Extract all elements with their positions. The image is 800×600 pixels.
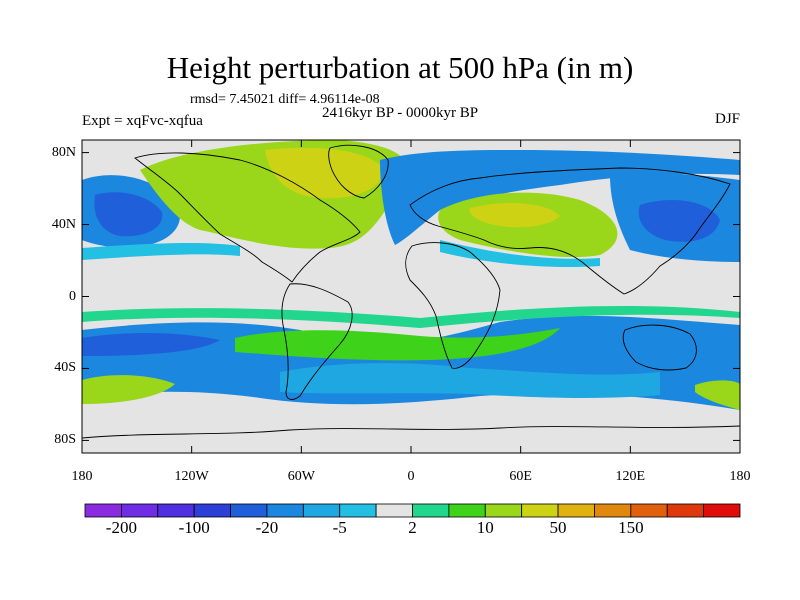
colorbar-swatch [339, 503, 377, 518]
season-label: DJF [714, 111, 740, 127]
south-pacific-blue-patch [82, 333, 220, 356]
lon-tick-label: 120E [615, 469, 646, 484]
colorbar-swatch [412, 503, 450, 518]
north-atlantic-teal-band [440, 240, 600, 268]
eurasia-high-core [469, 202, 560, 228]
colorbar-swatch [703, 503, 741, 518]
axis-tick-marks [81, 140, 741, 453]
south-indian-green-patch [695, 380, 740, 410]
colorbar-tick-label: -100 [178, 518, 210, 537]
africa-coast [405, 242, 501, 369]
colorbar-swatch [521, 503, 559, 518]
north-america-high-core [265, 147, 385, 199]
lon-tick-label: 0 [407, 469, 415, 484]
south-pacific-green-patch [82, 375, 175, 404]
greenland-coast [328, 144, 389, 199]
colorbar-swatch [120, 503, 159, 518]
north-america-coast [134, 152, 361, 283]
colorbar-tick-label: -20 [255, 518, 279, 537]
lat-tick-label: 80S [54, 432, 76, 448]
australia-coast [622, 324, 697, 371]
colorbar-swatch [302, 503, 341, 518]
colorbar-tick-label: -5 [332, 518, 347, 537]
lon-tick-label: 60E [509, 469, 532, 484]
experiment-label: Expt = xqFvc-xqfua [82, 113, 203, 129]
south-atlantic-green-patch [235, 328, 560, 361]
lon-tick-label: 180 [729, 469, 751, 484]
colorbar-tick-label: 10 [476, 518, 494, 537]
colorbar-swatch [666, 503, 705, 518]
colorbar-tick-label: 2 [408, 518, 417, 537]
lon-tick-label: 120W [174, 469, 209, 484]
colorbar-tick-label: 50 [549, 518, 567, 537]
lat-tick-label: 0 [69, 288, 76, 304]
colorbar-swatch [230, 503, 268, 518]
south-teal-band [82, 305, 740, 328]
antarctica-coast [82, 425, 740, 439]
colorbar-tick-label: -200 [105, 518, 137, 537]
colorbar-swatch [84, 503, 122, 518]
colorbar-tick-label: 150 [618, 518, 644, 537]
eurasia-coast [409, 167, 731, 295]
colorbar-swatch [557, 503, 595, 518]
lon-tick-label: 180 [71, 469, 93, 484]
lat-tick-label: 80N [51, 144, 76, 160]
coastlines [82, 144, 740, 439]
lon-tick-label: 60W [287, 469, 315, 484]
colorbar-swatch [157, 503, 195, 518]
east-asia-low-core [638, 200, 720, 242]
colorbar-swatch [594, 503, 632, 518]
map-title: Height perturbation at 500 hPa (in m) [166, 50, 634, 85]
south-america-coast [281, 283, 353, 400]
equatorial-neutral-band [82, 259, 740, 305]
north-pacific-low-core [94, 192, 163, 237]
colorbar-swatch [484, 503, 523, 518]
northern-teal-band [82, 242, 240, 260]
southern-mid-blue-band [280, 363, 660, 398]
colorbar-swatch [448, 503, 486, 518]
colorbar-swatch [266, 503, 304, 518]
period-label: 2416kyr BP - 0000kyr BP [322, 105, 479, 121]
lat-tick-label: 40S [54, 360, 76, 376]
lat-tick-label: 40N [51, 216, 76, 232]
colorbar-swatch [193, 503, 231, 518]
colorbar-swatch [375, 503, 413, 518]
colorbar-swatch [630, 503, 668, 518]
rmsd-stats: rmsd= 7.45021 diff= 4.96114e-08 [190, 92, 380, 107]
